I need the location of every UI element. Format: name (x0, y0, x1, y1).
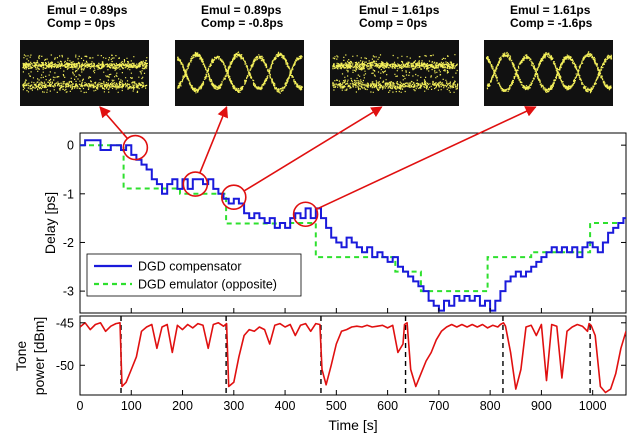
time-x-tick-label: 400 (275, 399, 296, 413)
eye-background (175, 40, 304, 106)
eye-background (20, 40, 149, 106)
tone-y-tick-label: -50 (56, 359, 74, 373)
time-x-ticks: 0 100 200 300 400 500 600 700 800 900 1000 (77, 308, 607, 413)
tone-series (80, 322, 626, 394)
time-x-tick-label: 1000 (579, 399, 607, 413)
delay-y-tick-label: -2 (63, 236, 74, 250)
eye-label-comp: Comp = -0.8ps (201, 16, 284, 30)
eye-label-emul: Emul = 0.89ps (201, 3, 282, 17)
legend-entry-emulator: DGD emulator (opposite) (138, 278, 277, 292)
annotation-arrows (99, 105, 537, 210)
annotation-arrow (316, 106, 537, 210)
time-x-tick-label: 700 (428, 399, 449, 413)
eye-label-comp: Comp = 0ps (359, 16, 428, 30)
eye-trace (177, 51, 303, 94)
delay-series (80, 139, 626, 312)
tone-y-axis-label-line-1: Tone (13, 341, 29, 372)
annotation-circle (122, 134, 149, 161)
eye-trace (332, 54, 459, 93)
time-x-tick-label: 500 (326, 399, 347, 413)
eye-label-emul: Emul = 1.61ps (510, 3, 591, 17)
tone-y-tick-label: -45 (56, 316, 74, 330)
eye-label-comp: Comp = -1.6ps (510, 16, 593, 30)
legend-entry-compensator: DGD compensator (138, 260, 242, 274)
series-line-dgd-emulator (80, 144, 624, 293)
delay-y-tick-label: -1 (63, 187, 74, 201)
annotation-circle (292, 201, 319, 228)
legend-box (86, 253, 302, 297)
time-x-tick-label: 0 (77, 399, 84, 413)
time-x-tick-label: 100 (121, 399, 142, 413)
tone-plot-frame (79, 315, 627, 396)
x-axis-label: Time [s] (328, 417, 377, 433)
delay-y-ticks: 0 -1 -2 -3 (63, 139, 626, 299)
annotation-circle (182, 171, 209, 197)
series-line-tone-power (80, 322, 626, 394)
eye-label-emul: Emul = 0.89ps (47, 3, 128, 17)
eye-label-emul: Emul = 1.61ps (359, 3, 440, 17)
annotation-arrow (243, 106, 383, 192)
delay-y-axis-label: Delay [ps] (42, 192, 58, 254)
delay-y-tick-label: -3 (63, 285, 74, 299)
eye-label-comp: Comp = 0ps (47, 16, 116, 30)
tone-power-panel: -45-50 0 100 200 300 400 500 600 700 800 900 1000 … (13, 308, 627, 433)
annotation-circles (122, 134, 319, 228)
annotation-circle (221, 184, 247, 211)
legend: DGD compensator DGD emulator (opposite) (86, 253, 302, 297)
eye-background (484, 40, 613, 106)
tone-y-axis-label-line-2: power [dBm] (31, 317, 47, 396)
eye-trace (22, 54, 149, 94)
time-x-tick-label: 300 (223, 399, 244, 413)
delay-y-tick-label: 0 (67, 139, 74, 153)
tone-y-ticks: -45 -50 (56, 316, 626, 373)
annotation-arrow (199, 105, 229, 174)
series-line-dgd-compensator (80, 139, 626, 312)
time-x-tick-label: 200 (172, 399, 193, 413)
delay-panel: 0 -1 -2 -3 Delay [ps] DGD compensator DGD e… (42, 132, 627, 314)
eye-background (330, 40, 459, 106)
annotation-arrow (99, 106, 129, 140)
time-x-tick-label: 900 (531, 399, 552, 413)
time-x-tick-label: 800 (480, 399, 501, 413)
time-x-tick-label: 600 (377, 399, 398, 413)
